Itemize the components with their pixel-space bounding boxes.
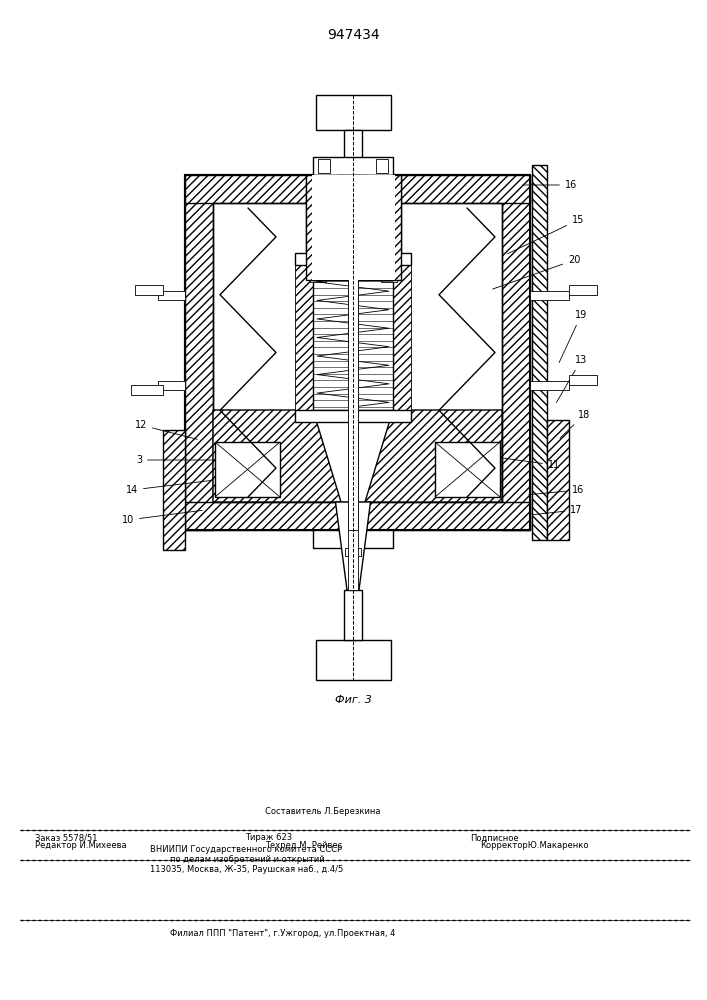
Bar — [305, 175, 400, 280]
Bar — [393, 265, 411, 410]
Text: 20: 20 — [493, 255, 580, 289]
Bar — [313, 530, 393, 548]
Text: 14: 14 — [126, 480, 212, 495]
Bar — [345, 548, 361, 556]
Text: 12: 12 — [134, 420, 197, 439]
Bar — [435, 442, 500, 497]
Bar — [344, 590, 362, 640]
Polygon shape — [213, 410, 341, 502]
Bar — [532, 165, 547, 540]
Bar — [348, 175, 358, 590]
Text: Филиал ППП "Патент", г.Ужгород, ул.Проектная, 4: Филиал ППП "Патент", г.Ужгород, ул.Проек… — [170, 930, 395, 938]
Text: Составитель Л.Березкина: Составитель Л.Березкина — [265, 808, 380, 816]
Text: 16: 16 — [529, 485, 584, 495]
Text: 11: 11 — [483, 455, 560, 470]
Bar — [380, 270, 397, 282]
Bar — [569, 285, 597, 295]
Bar — [158, 290, 185, 300]
Text: Тираж 623: Тираж 623 — [245, 834, 292, 842]
Text: Подписное: Подписное — [470, 834, 519, 842]
Bar — [376, 159, 388, 173]
Bar — [308, 278, 399, 288]
Bar — [315, 95, 390, 130]
Bar — [313, 265, 393, 410]
Text: Фиг. 3: Фиг. 3 — [334, 695, 371, 705]
Text: КорректорЮ.Макаренко: КорректорЮ.Макаренко — [480, 840, 588, 850]
Polygon shape — [365, 410, 502, 502]
Bar — [344, 130, 362, 175]
Text: 18: 18 — [560, 410, 590, 438]
Bar — [530, 380, 569, 389]
Bar — [569, 375, 597, 385]
Bar — [345, 253, 361, 265]
Bar — [163, 430, 185, 550]
Text: ВНИИПИ Государственного комитета СССР: ВНИИПИ Государственного комитета СССР — [150, 846, 342, 854]
Bar — [185, 175, 530, 203]
Bar — [213, 203, 502, 502]
Bar — [502, 175, 530, 530]
Text: 113035, Москва, Ж-35, Раушская наб., д.4/5: 113035, Москва, Ж-35, Раушская наб., д.4… — [150, 865, 344, 874]
Bar — [315, 640, 390, 680]
Bar — [313, 157, 393, 175]
Text: 10: 10 — [122, 510, 202, 525]
Text: Техред М. Рейвес: Техред М. Рейвес — [265, 840, 342, 850]
Bar — [547, 420, 569, 540]
Bar — [295, 265, 313, 410]
Bar — [305, 175, 400, 280]
Text: 15: 15 — [508, 215, 585, 254]
Polygon shape — [336, 502, 370, 590]
Bar — [295, 253, 411, 265]
Bar — [215, 442, 280, 497]
Bar — [318, 159, 330, 173]
Text: Редактор И.Михеева: Редактор И.Михеева — [35, 840, 127, 850]
Bar — [312, 175, 395, 280]
Text: 3: 3 — [136, 455, 247, 465]
Bar — [295, 410, 411, 422]
Bar — [310, 270, 325, 282]
Text: 16: 16 — [522, 180, 577, 190]
Text: 13: 13 — [556, 355, 588, 403]
Bar — [135, 285, 163, 295]
Text: по делам изобретений и открытий: по делам изобретений и открытий — [170, 856, 325, 864]
Text: 19: 19 — [559, 310, 588, 362]
Bar — [530, 290, 569, 300]
Bar — [348, 175, 358, 530]
Bar — [185, 175, 530, 530]
Bar — [158, 380, 185, 389]
Bar — [185, 502, 530, 530]
Bar — [131, 385, 163, 395]
Text: 17: 17 — [533, 505, 583, 515]
Text: Заказ 5578/51: Заказ 5578/51 — [35, 834, 98, 842]
Bar — [185, 175, 213, 530]
Text: 947434: 947434 — [327, 28, 380, 42]
